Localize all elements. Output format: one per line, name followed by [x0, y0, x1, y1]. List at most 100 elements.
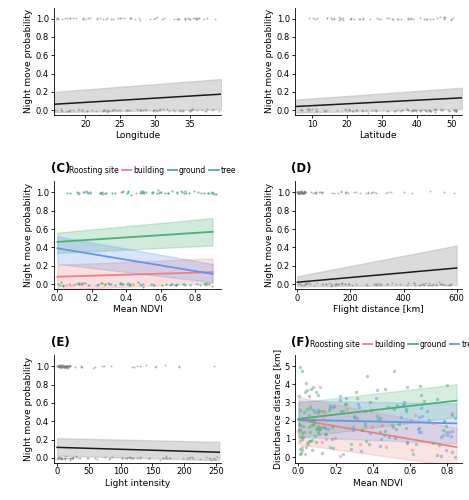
Point	[437, 452, 445, 460]
Point	[329, 444, 337, 452]
Point	[153, 189, 161, 197]
Point	[325, 406, 333, 414]
Point	[296, 406, 303, 414]
Point	[300, 189, 307, 197]
Point	[352, 106, 359, 114]
Point	[328, 14, 335, 22]
Point	[321, 408, 329, 416]
Point	[186, 189, 193, 197]
Point	[61, 454, 68, 462]
Point	[314, 428, 322, 436]
Point	[391, 106, 398, 114]
Point	[83, 107, 91, 115]
Point	[124, 187, 131, 195]
Point	[391, 434, 399, 442]
Legend: Roosting site, building, ground, tree: Roosting site, building, ground, tree	[58, 166, 236, 175]
Point	[159, 105, 166, 113]
Point	[55, 454, 62, 462]
Point	[323, 14, 331, 22]
Point	[63, 363, 70, 371]
Point	[429, 14, 437, 22]
Point	[325, 280, 333, 287]
Point	[377, 434, 385, 442]
Point	[172, 281, 180, 289]
Point	[149, 107, 156, 115]
Point	[327, 280, 335, 288]
Point	[139, 283, 147, 291]
Point	[69, 280, 76, 288]
Point	[128, 191, 135, 199]
Point	[356, 15, 363, 23]
Point	[403, 438, 410, 446]
Point	[56, 454, 64, 462]
Point	[360, 14, 367, 22]
Point	[315, 188, 323, 196]
Point	[416, 382, 424, 390]
Point	[339, 279, 346, 287]
Point	[196, 280, 204, 288]
Point	[215, 106, 223, 114]
Point	[322, 424, 329, 432]
Point	[58, 107, 66, 115]
Point	[211, 455, 219, 463]
Point	[186, 14, 194, 22]
Point	[356, 188, 363, 196]
Point	[72, 452, 80, 460]
Point	[57, 278, 64, 286]
Point	[314, 412, 322, 420]
Point	[298, 189, 306, 197]
Point	[151, 282, 158, 290]
Point	[188, 453, 196, 461]
Point	[57, 454, 65, 462]
Point	[316, 425, 324, 433]
Point	[75, 190, 82, 198]
Point	[403, 424, 410, 432]
Point	[374, 415, 382, 423]
Point	[60, 363, 68, 371]
Point	[415, 424, 423, 432]
Point	[129, 454, 137, 462]
Point	[320, 106, 327, 114]
Point	[411, 280, 419, 288]
Point	[69, 454, 77, 462]
Point	[310, 281, 318, 289]
Point	[367, 190, 375, 198]
Point	[298, 188, 305, 196]
Point	[65, 106, 73, 114]
Point	[151, 364, 159, 372]
Point	[451, 106, 458, 114]
Point	[152, 362, 160, 370]
Point	[85, 281, 92, 289]
Point	[425, 279, 433, 287]
Point	[353, 414, 361, 422]
Point	[350, 412, 357, 420]
Point	[55, 362, 62, 370]
Point	[135, 278, 142, 286]
Point	[205, 454, 213, 462]
Point	[410, 279, 417, 287]
Point	[105, 455, 113, 463]
Point	[366, 398, 374, 406]
Point	[139, 188, 146, 196]
Point	[423, 16, 430, 24]
Point	[412, 106, 420, 114]
Point	[126, 282, 133, 290]
Point	[59, 15, 66, 23]
Point	[295, 188, 303, 196]
Point	[310, 416, 318, 424]
Point	[296, 450, 304, 458]
Point	[296, 189, 304, 197]
Point	[211, 190, 218, 198]
Point	[326, 404, 333, 412]
Point	[62, 362, 70, 370]
Point	[397, 414, 404, 422]
Point	[67, 455, 74, 463]
Point	[330, 403, 337, 411]
Point	[453, 106, 460, 114]
Text: (A): (A)	[51, 0, 70, 1]
Point	[63, 362, 71, 370]
Point	[306, 106, 313, 114]
Point	[93, 282, 100, 290]
Point	[443, 380, 451, 388]
Point	[377, 280, 384, 288]
